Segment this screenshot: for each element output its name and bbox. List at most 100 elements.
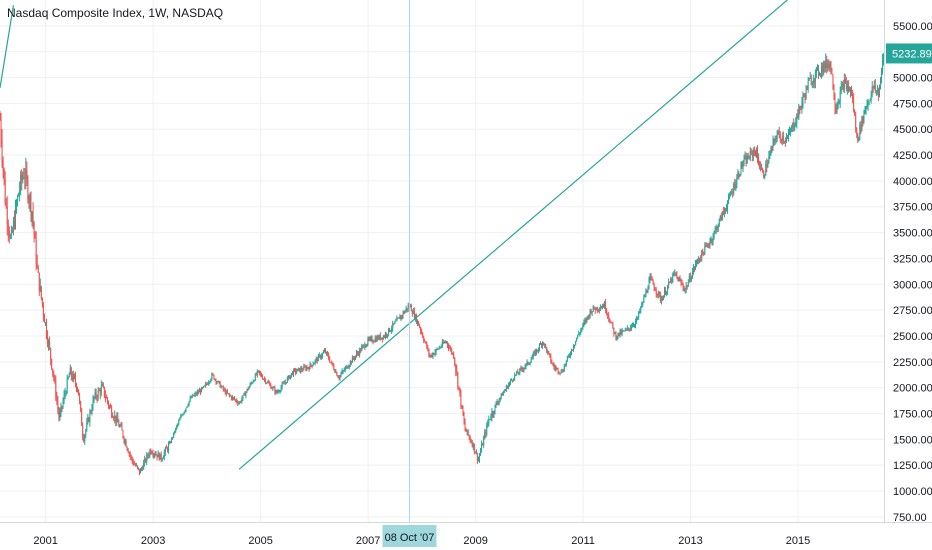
candle-body: [851, 92, 853, 94]
candle: [455, 363, 457, 377]
candle-body: [329, 358, 331, 363]
candle: [479, 453, 481, 463]
candle: [876, 84, 878, 96]
candle: [839, 86, 841, 109]
candle: [469, 435, 471, 443]
candle-body: [327, 352, 329, 355]
candle-body: [816, 67, 818, 69]
candle: [239, 400, 241, 405]
candle: [44, 321, 46, 326]
candle-body: [31, 211, 33, 216]
candle: [236, 398, 238, 404]
candle: [198, 387, 200, 393]
candle: [738, 171, 740, 180]
candle-body: [394, 321, 396, 324]
candle-body: [554, 367, 556, 369]
candle: [834, 92, 836, 115]
candle-body: [352, 357, 354, 359]
candle-body: [412, 311, 414, 314]
candle-body: [657, 291, 659, 295]
x-tick-label: 2003: [141, 535, 165, 547]
candle: [637, 316, 639, 321]
candle: [434, 349, 436, 357]
candle-body: [64, 393, 66, 395]
candle-body: [366, 344, 368, 347]
candle: [495, 401, 497, 409]
candle: [244, 391, 246, 396]
candle-body: [380, 337, 382, 340]
candle-body: [561, 370, 563, 373]
candle: [410, 303, 412, 312]
candle-body: [96, 396, 98, 398]
candle: [530, 356, 532, 364]
candle: [79, 392, 81, 405]
candle-body: [243, 393, 245, 396]
candle: [403, 310, 405, 315]
candle: [746, 153, 748, 164]
candle-body: [488, 419, 490, 424]
candle-body: [129, 453, 131, 457]
candle-body: [753, 150, 755, 152]
candle-body: [650, 276, 652, 279]
y-tick-label: 3250.00: [893, 253, 932, 265]
candle: [788, 128, 790, 142]
candle: [270, 382, 272, 389]
candle-body: [653, 284, 655, 290]
candle-body: [608, 315, 610, 319]
candle-body: [285, 382, 287, 384]
candle-body: [303, 366, 305, 371]
candle: [119, 424, 121, 429]
candle: [116, 412, 118, 426]
candle: [63, 390, 65, 405]
candle-body: [839, 91, 841, 103]
candle-body: [192, 395, 194, 397]
candle-body: [610, 322, 612, 324]
candle-body: [290, 373, 292, 376]
candle: [349, 359, 351, 368]
trendline[interactable]: [238, 0, 788, 470]
candle-body: [584, 320, 586, 323]
candle: [363, 344, 365, 349]
candle-body: [311, 365, 313, 367]
candle-body: [50, 348, 52, 360]
trendlines[interactable]: [0, 0, 788, 470]
candle-body: [349, 361, 351, 366]
candle: [450, 345, 452, 352]
candle: [238, 401, 240, 405]
candle: [758, 153, 760, 166]
candle-body: [141, 468, 143, 470]
candle: [67, 376, 69, 380]
candle: [551, 359, 553, 365]
candle-body: [646, 290, 648, 292]
candle: [642, 301, 644, 307]
candle: [424, 338, 426, 343]
candle: [218, 380, 220, 385]
candle-body: [669, 281, 671, 283]
candle: [799, 105, 801, 115]
candle: [634, 323, 636, 328]
x-tick-label: 2011: [571, 535, 595, 547]
candle-body: [191, 395, 193, 398]
candle-body: [342, 370, 344, 372]
candle: [695, 260, 697, 271]
candle: [677, 276, 679, 282]
candle-body: [460, 392, 462, 406]
candle-body: [353, 358, 355, 360]
y-tick-label: 2000.00: [893, 383, 932, 395]
candle-body: [333, 365, 335, 370]
trendline[interactable]: [0, 5, 15, 88]
candle: [147, 453, 149, 460]
candle: [768, 150, 770, 164]
candle: [118, 419, 120, 427]
candle: [323, 348, 325, 353]
candle: [97, 387, 99, 401]
candle: [458, 386, 460, 391]
candle: [190, 395, 192, 399]
crosshair-date-label: 08 Oct '07: [382, 525, 437, 547]
candle-body: [736, 177, 738, 185]
candle-body: [55, 380, 57, 398]
candle-body: [762, 169, 764, 172]
candle: [117, 412, 119, 423]
x-tick-label: 2005: [248, 535, 272, 547]
